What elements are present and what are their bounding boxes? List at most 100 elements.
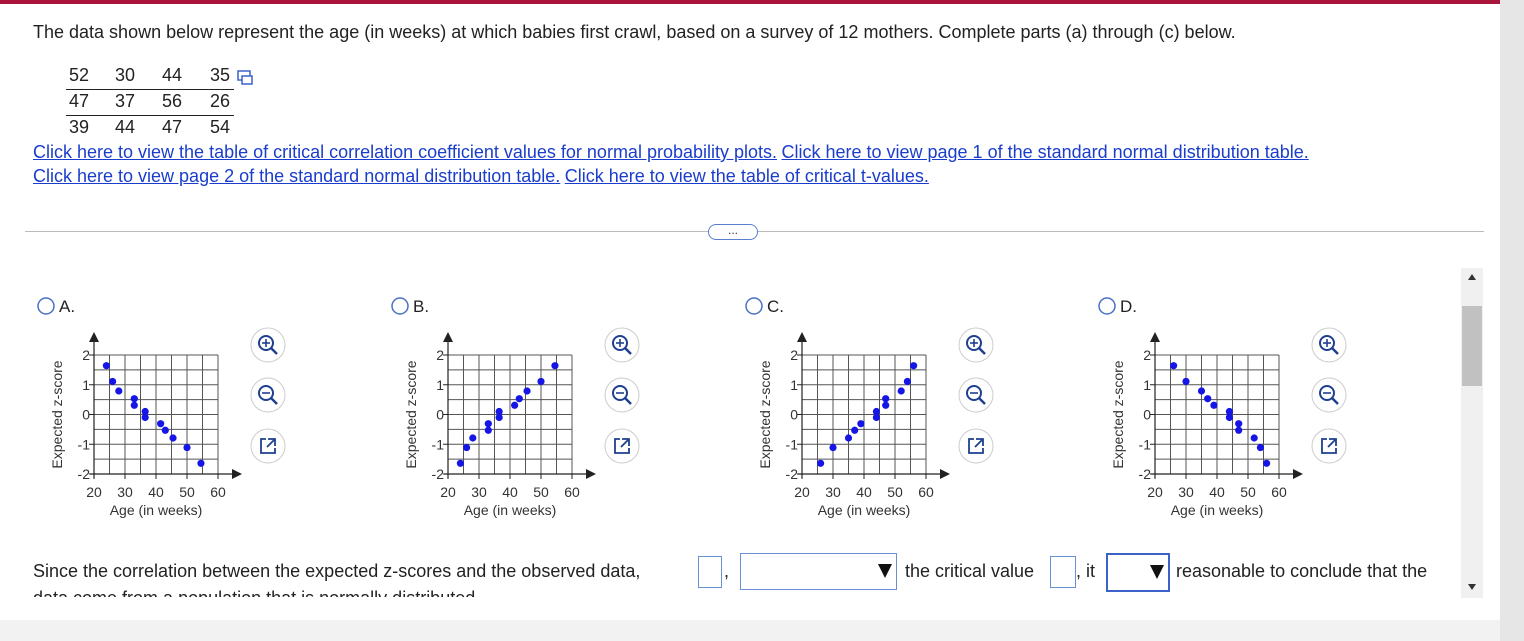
table-cell: 47 [161, 117, 183, 137]
data-point [157, 420, 165, 428]
icon-bg[interactable] [958, 377, 994, 413]
x-tick-label: 60 [210, 484, 226, 500]
y-tick-label: -1 [786, 436, 799, 452]
data-point [169, 434, 177, 442]
data-point [1197, 387, 1206, 395]
page-scrollbar[interactable] [1500, 0, 1524, 641]
data-point [161, 426, 169, 434]
data-point [872, 413, 881, 422]
popout-icon [1321, 438, 1337, 454]
table-cell: 37 [114, 91, 136, 111]
inner-scrollbar[interactable] [1461, 268, 1483, 598]
zoom-in-icon [258, 335, 274, 351]
icon-handle [1331, 397, 1339, 405]
icon-handle [270, 397, 278, 405]
x-tick-label: 20 [1147, 484, 1163, 500]
icon-bg[interactable] [1311, 327, 1347, 363]
y-tick-label: -2 [78, 466, 91, 482]
data-point [829, 443, 837, 452]
icon-bg[interactable] [250, 377, 286, 413]
x-tick-label: 30 [825, 484, 841, 500]
y-tick-label: 2 [82, 347, 90, 363]
icon-bg[interactable] [250, 327, 286, 363]
data-point [484, 420, 492, 428]
option-radio[interactable] [745, 297, 763, 315]
x-tick-label: 40 [502, 484, 518, 500]
y-tick-label: 2 [1143, 347, 1151, 363]
x-axis-arrow [1293, 469, 1303, 479]
x-axis-label: Age (in weeks) [1171, 502, 1264, 518]
link[interactable]: Click here to view the table of critical… [564, 166, 929, 186]
icon-bg[interactable] [604, 377, 640, 413]
y-tick-label: 1 [790, 377, 798, 393]
y-axis-label: Expected z-score [1110, 360, 1126, 468]
icon-handle [1331, 347, 1339, 355]
data-point [102, 362, 110, 370]
y-tick-label: 0 [82, 407, 90, 423]
data-point [511, 401, 519, 409]
link[interactable]: Click here to view the table of critical… [33, 142, 778, 162]
icon-handle [624, 397, 632, 405]
data-point [469, 434, 477, 442]
data-point [1235, 420, 1243, 428]
option-label: A. [59, 297, 75, 316]
data-point [1210, 401, 1218, 409]
icon-bg[interactable] [1311, 377, 1347, 413]
table-cell: 52 [68, 65, 90, 85]
y-tick-label: 1 [1143, 377, 1151, 393]
answer-text: the critical value [905, 561, 1035, 581]
x-axis-arrow [940, 469, 950, 479]
option-radio[interactable] [391, 297, 409, 315]
option-radio[interactable] [1098, 297, 1116, 315]
x-tick-label: 20 [86, 484, 102, 500]
answer-input[interactable] [698, 556, 722, 588]
data-point [456, 459, 464, 467]
table-cell: 44 [114, 117, 136, 137]
data-point [1204, 395, 1212, 403]
content: The data shown below represent the age (… [0, 0, 1500, 620]
zoom-out-icon [258, 385, 274, 401]
zoom-out-icon [966, 385, 982, 401]
answer-dropdown[interactable] [740, 553, 897, 590]
y-tick-label: -1 [432, 436, 445, 452]
option-radio[interactable] [37, 297, 55, 315]
data-point [851, 426, 859, 434]
charts: A. 20 30 40 50 60 -2 -1 0 1 2 Age (in weeks) Expecte… [37, 297, 1347, 518]
answer-text: data come from a population that is norm… [33, 588, 480, 597]
x-tick-label: 60 [918, 484, 934, 500]
data-point [551, 362, 559, 370]
answer-text: Since the correlation between the expect… [33, 561, 641, 581]
data-point [515, 395, 523, 403]
icon-bg[interactable] [958, 327, 994, 363]
y-axis-arrow [797, 332, 807, 342]
option-label: C. [767, 297, 784, 316]
data-point [141, 413, 149, 422]
link[interactable]: Click here to view page 1 of the standar… [781, 142, 1309, 162]
data-point [463, 443, 471, 452]
links-line: Click here to view page 2 of the standar… [33, 166, 929, 187]
x-axis-label: Age (in weeks) [464, 502, 557, 518]
x-tick-label: 20 [794, 484, 810, 500]
y-tick-label: 2 [790, 347, 798, 363]
icon-bg[interactable] [604, 327, 640, 363]
y-tick-label: -1 [1139, 436, 1152, 452]
more-button[interactable]: ... [708, 224, 758, 240]
answer-dropdown[interactable] [1106, 553, 1170, 592]
data-point [1225, 413, 1233, 422]
link[interactable]: Click here to view page 2 of the standar… [33, 166, 561, 186]
data-point [882, 401, 890, 409]
answer-input[interactable] [1050, 556, 1076, 588]
table-cell: 44 [161, 65, 183, 85]
table-cell: 54 [209, 117, 231, 137]
data-point [1263, 459, 1271, 467]
zoom-out-icon [1319, 385, 1335, 401]
data-point [817, 459, 825, 467]
data-point [141, 407, 149, 416]
copy-icon[interactable] [236, 69, 256, 87]
table-cell: 26 [209, 91, 231, 111]
icon-handle [978, 347, 986, 355]
answer-text: , [724, 561, 730, 581]
answer-text: reasonable to conclude that the [1176, 561, 1428, 581]
x-tick-label: 50 [887, 484, 903, 500]
data-point [495, 413, 503, 422]
